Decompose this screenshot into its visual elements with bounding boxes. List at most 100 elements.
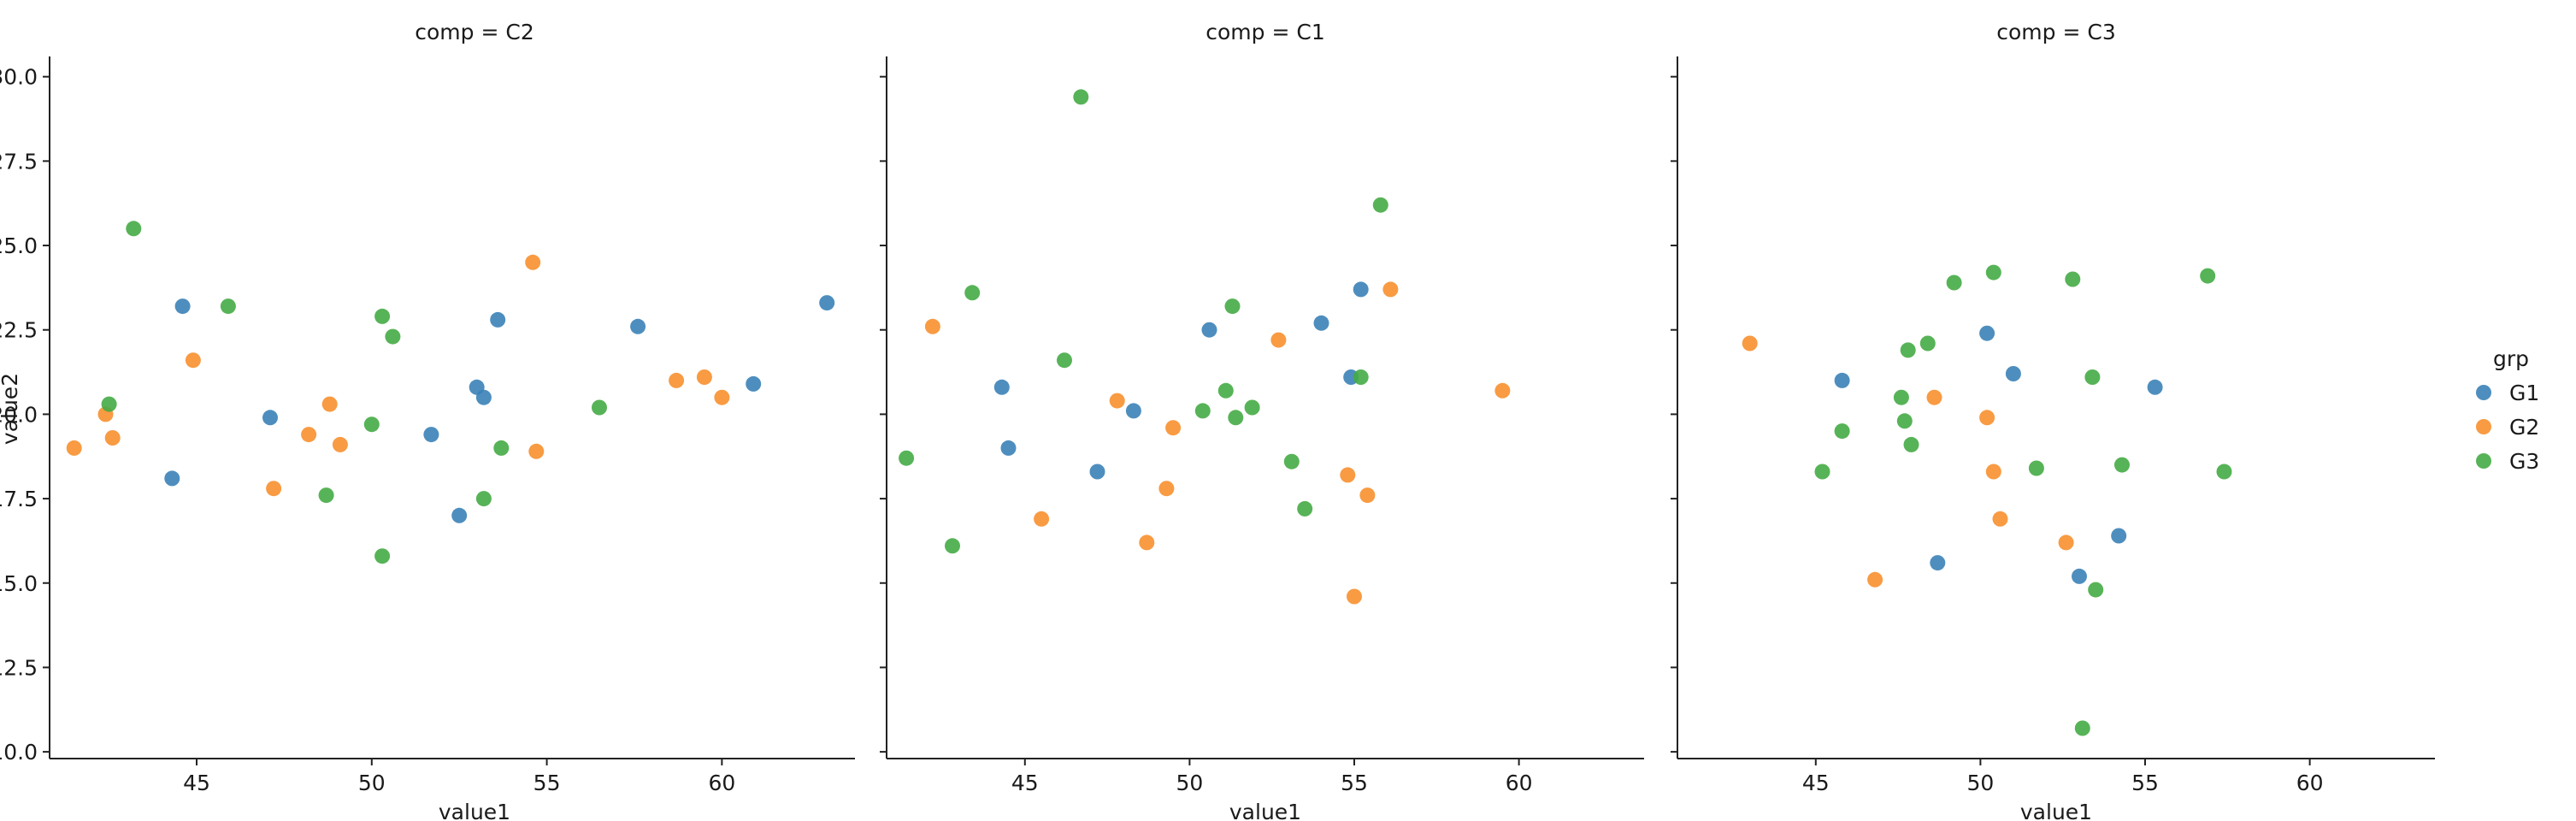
x-tick-label: 55: [533, 771, 561, 795]
facet-title: comp = C2: [415, 20, 533, 44]
data-point-g3: [493, 440, 510, 456]
x-tick-label: 60: [2296, 771, 2324, 795]
data-point-g2: [104, 430, 121, 446]
data-point-g3: [475, 491, 492, 507]
x-tick-label: 55: [2131, 771, 2159, 795]
data-point-g2: [525, 254, 541, 270]
facet-panel-c2: comp = C2 10.0 12.5 15.0 17.5 20.0 22.5 25.0 27…: [0, 20, 855, 821]
y-tick-label: 30.0: [0, 65, 38, 90]
x-axis-label: value1: [2020, 800, 2092, 821]
data-point-g3: [1217, 382, 1234, 399]
data-point-g1: [1313, 315, 1329, 331]
y-tick-label: 25.0: [0, 233, 38, 258]
data-point-g3: [101, 396, 117, 412]
data-point-g3: [126, 221, 142, 237]
data-point-g2: [1139, 535, 1155, 551]
x-tick-label: 45: [1011, 771, 1039, 795]
x-tick-label: 60: [1506, 771, 1533, 795]
data-point-g2: [1109, 393, 1125, 409]
data-point-g3: [2088, 582, 2104, 598]
data-point-g1: [2072, 568, 2087, 584]
data-point-g1: [262, 410, 278, 426]
data-point-g3: [2114, 457, 2130, 473]
data-point-g3: [1919, 335, 1936, 351]
data-point-g3: [592, 399, 607, 416]
data-point-g2: [301, 427, 317, 443]
data-point-g2: [1926, 389, 1942, 405]
x-ticks: 45 50 55 60: [183, 759, 735, 795]
data-point-g1: [1979, 325, 1995, 341]
data-point-g3: [363, 416, 380, 433]
data-point-g3: [2065, 271, 2081, 287]
data-point-g3: [1228, 410, 1244, 426]
legend-marker: [2476, 453, 2491, 469]
data-point-g3: [2084, 369, 2101, 385]
data-point-g3: [964, 285, 981, 301]
data-point-g2: [1165, 420, 1182, 436]
data-point-g3: [1297, 500, 1313, 517]
data-points: [1742, 264, 2232, 736]
data-point-g3: [1893, 389, 1909, 405]
legend-entries: G1 G2 G3: [2476, 381, 2539, 474]
data-point-g1: [164, 470, 180, 487]
data-point-g2: [2058, 535, 2074, 551]
data-point-g1: [423, 427, 439, 443]
y-ticks: 10.0 12.5 15.0 17.5 20.0 22.5 25.0 27.5 30.0: [0, 65, 50, 765]
data-point-g3: [1372, 197, 1388, 213]
x-axis-label: value1: [1229, 800, 1301, 821]
data-point-g2: [924, 318, 940, 334]
data-point-g3: [2074, 720, 2090, 736]
data-point-g1: [174, 298, 191, 315]
data-point-g2: [1034, 511, 1050, 527]
y-tick-label: 17.5: [0, 487, 38, 511]
facet-title: comp = C3: [1996, 20, 2115, 44]
data-point-g3: [899, 450, 915, 466]
x-tick-label: 50: [358, 771, 386, 795]
data-point-g2: [1270, 332, 1287, 348]
data-point-g2: [66, 440, 82, 456]
data-point-g3: [1224, 298, 1241, 315]
data-point-g1: [1834, 372, 1850, 388]
data-point-g3: [385, 328, 401, 345]
data-point-g2: [332, 436, 348, 452]
data-point-g2: [1992, 511, 2008, 527]
data-point-g2: [266, 481, 282, 497]
data-point-g1: [2147, 379, 2163, 395]
data-point-g3: [1283, 453, 1300, 470]
data-point-g1: [1089, 464, 1105, 480]
data-point-g2: [1494, 382, 1511, 399]
data-point-g2: [321, 396, 338, 412]
data-point-g3: [318, 487, 334, 504]
facet-title: comp = C1: [1205, 20, 1324, 44]
data-point-g2: [1382, 281, 1399, 298]
x-tick-label: 50: [1966, 771, 1994, 795]
data-points: [66, 221, 835, 564]
data-point-g3: [1903, 436, 1919, 452]
legend-title: grp: [2493, 346, 2529, 371]
data-point-g1: [1353, 281, 1369, 298]
data-point-g3: [1244, 399, 1260, 416]
y-tick-label: 10.0: [0, 740, 38, 765]
data-point-g3: [1194, 403, 1211, 419]
data-point-g2: [1359, 487, 1376, 504]
data-point-g2: [669, 372, 685, 388]
data-point-g3: [2028, 460, 2044, 476]
x-tick-label: 45: [183, 771, 210, 795]
data-point-g3: [374, 308, 391, 324]
data-point-g2: [1742, 335, 1758, 351]
data-point-g3: [1946, 275, 1962, 291]
data-point-g2: [1867, 571, 1883, 588]
data-point-g3: [220, 298, 236, 315]
legend-marker: [2476, 385, 2491, 400]
y-ticks: [1671, 75, 1677, 753]
data-point-g1: [451, 507, 468, 523]
data-point-g2: [1979, 410, 1995, 426]
data-point-g2: [528, 443, 545, 459]
data-point-g2: [1347, 588, 1362, 605]
data-point-g1: [1930, 555, 1946, 571]
data-point-g2: [185, 352, 201, 369]
x-tick-label: 55: [1341, 771, 1368, 795]
data-point-g1: [2005, 366, 2021, 381]
